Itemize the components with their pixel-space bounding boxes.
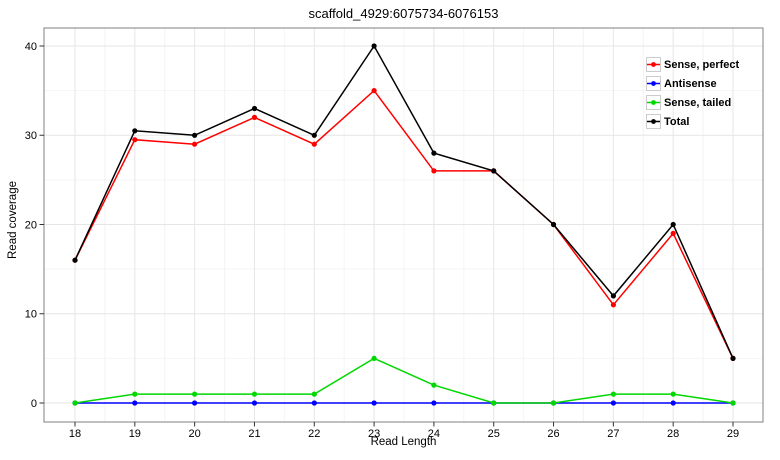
data-point-total: [550, 221, 557, 228]
legend-swatch-icon: [647, 119, 660, 124]
data-point-total: [371, 43, 377, 49]
data-point-sense-perfect: [431, 168, 437, 174]
legend: Sense, perfect Antisense Sense, tailed Tota…: [646, 57, 739, 129]
data-point-sense-tailed: [311, 391, 317, 397]
x-tick-label: 25: [488, 428, 500, 440]
data-point-total: [192, 132, 198, 138]
series-line-total: [74, 44, 734, 359]
chart-title: scaffold_4929:6075734-6076153: [308, 6, 499, 21]
x-axis-label: Read Length: [370, 436, 437, 448]
x-tick-label: 29: [727, 428, 739, 440]
data-point-sense-perfect: [371, 88, 377, 94]
legend-swatch-icon: [647, 81, 660, 86]
x-tick-label: 21: [248, 428, 260, 440]
data-point-antisense: [431, 400, 437, 406]
data-point-sense-tailed: [192, 391, 198, 397]
legend-label: Antisense: [664, 77, 717, 90]
series-line-sense-perfect: [74, 89, 734, 359]
data-point-total: [730, 355, 736, 361]
data-point-antisense: [610, 400, 617, 406]
data-point-antisense: [251, 400, 258, 406]
legend-swatch-point: [651, 100, 656, 105]
data-point-antisense: [670, 400, 676, 406]
x-tick-label: 28: [667, 428, 679, 440]
data-point-total: [670, 221, 676, 228]
data-point-total: [491, 168, 497, 174]
legend-swatch-icon: [647, 62, 660, 67]
x-tick-label: 20: [189, 428, 201, 440]
legend-swatch-point: [651, 119, 656, 124]
data-point-sense-tailed: [251, 391, 258, 397]
legend-item-total: Total: [646, 114, 739, 129]
y-tick-label: 40: [25, 41, 37, 53]
legend-label: Sense, perfect: [664, 58, 740, 71]
legend-key-swatch: [646, 76, 661, 91]
data-point-sense-perfect: [132, 137, 138, 143]
data-point-antisense: [311, 400, 317, 406]
x-tick-label: 19: [129, 428, 141, 440]
x-tick-label: 26: [547, 428, 559, 440]
data-point-sense-tailed: [610, 391, 617, 397]
data-point-sense-tailed: [132, 391, 138, 397]
data-point-sense-tailed: [371, 355, 377, 361]
x-tick-label: 27: [607, 428, 619, 440]
legend-key-swatch: [646, 57, 661, 72]
data-point-total: [251, 105, 258, 112]
data-point-total: [431, 150, 437, 156]
legend-key-swatch: [646, 114, 661, 129]
data-point-sense-tailed: [431, 382, 437, 388]
data-point-sense-perfect: [610, 302, 617, 308]
data-point-antisense: [132, 400, 138, 406]
data-point-sense-perfect: [670, 230, 676, 236]
legend-label: Total: [664, 115, 690, 128]
legend-label: Sense, tailed: [664, 96, 732, 109]
data-point-total: [72, 257, 78, 263]
data-point-antisense: [192, 400, 198, 406]
data-point-sense-perfect: [311, 141, 317, 147]
data-point-sense-perfect: [251, 114, 258, 120]
x-tick-label: 24: [428, 428, 440, 440]
data-point-sense-tailed: [730, 400, 736, 406]
data-point-sense-perfect: [192, 141, 198, 147]
legend-swatch-icon: [647, 100, 660, 105]
legend-item-sense-perfect: Sense, perfect: [646, 57, 739, 72]
y-tick-label: 0: [31, 398, 37, 410]
data-point-total: [311, 132, 317, 138]
y-tick-label: 20: [25, 219, 37, 231]
data-point-antisense: [371, 400, 377, 406]
x-tick-label: 22: [308, 428, 320, 440]
y-tick-label: 10: [25, 309, 37, 321]
y-tick-label: 30: [25, 130, 37, 142]
legend-key-swatch: [646, 95, 661, 110]
data-point-sense-tailed: [670, 391, 676, 397]
legend-swatch-point: [651, 62, 656, 67]
x-tick-label: 23: [368, 428, 380, 440]
legend-swatch-point: [651, 81, 656, 86]
data-point-sense-tailed: [491, 400, 497, 406]
data-point-total: [132, 128, 138, 134]
data-point-total: [610, 293, 617, 299]
x-tick-label: 18: [69, 428, 81, 440]
legend-item-sense-tailed: Sense, tailed: [646, 95, 739, 110]
data-point-sense-tailed: [72, 400, 78, 406]
legend-item-antisense: Antisense: [646, 76, 739, 91]
data-point-sense-tailed: [550, 400, 557, 406]
series-line-sense-tailed: [74, 357, 734, 404]
